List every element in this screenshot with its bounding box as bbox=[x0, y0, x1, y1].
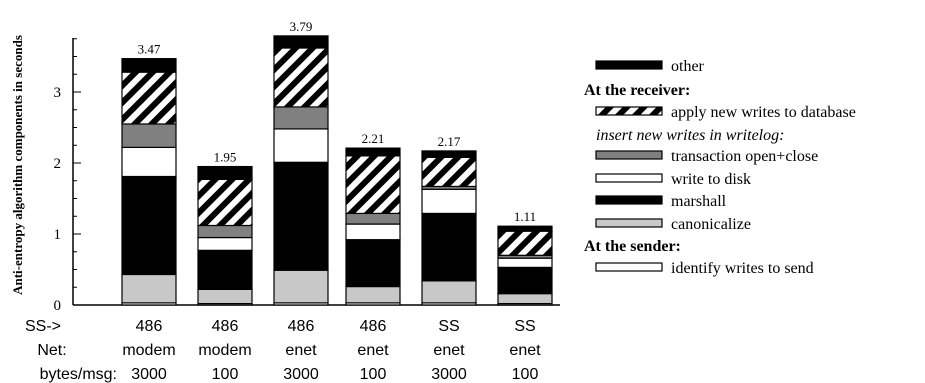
bar-group: 1.95 bbox=[197, 150, 253, 306]
bar-segment-other bbox=[345, 147, 401, 157]
bar-total-label: 3.79 bbox=[290, 19, 313, 34]
legend-swatch-canonicalize bbox=[595, 218, 663, 228]
category-label-bytes: 3000 bbox=[431, 366, 467, 383]
legend-label-transaction: transaction open+close bbox=[671, 148, 818, 165]
legend-swatch-transaction bbox=[595, 150, 663, 160]
bar-segment-apply bbox=[121, 71, 177, 125]
bar-segment-canonicalize bbox=[121, 273, 177, 304]
bar-segment-write bbox=[345, 223, 401, 241]
bar-segment-apply bbox=[421, 156, 477, 188]
category-label-net: modem bbox=[122, 342, 175, 359]
bar-segment-marshall bbox=[421, 212, 477, 282]
row-label-net: Net: bbox=[37, 342, 66, 359]
bar-segment-marshall bbox=[121, 175, 177, 276]
legend-swatch-marshall bbox=[595, 195, 663, 205]
bar-segment-apply bbox=[197, 178, 253, 227]
bar-segment-apply bbox=[345, 155, 401, 215]
category-label-ss: 486 bbox=[212, 318, 239, 335]
category-label-net: modem bbox=[198, 342, 251, 359]
legend-label-other: other bbox=[671, 58, 705, 75]
bar-segment-canonicalize bbox=[497, 293, 553, 305]
legend-swatch-apply bbox=[595, 106, 663, 116]
y-tick-label: 1 bbox=[54, 227, 62, 243]
category-label-net: enet bbox=[285, 342, 317, 359]
bar-segment-write bbox=[421, 188, 477, 215]
legend-swatch-write bbox=[595, 173, 663, 183]
bar-segment-apply bbox=[497, 230, 553, 256]
bar-group: 2.17 bbox=[421, 134, 477, 306]
bar-segment-other bbox=[273, 35, 329, 49]
bar-group: 2.21 bbox=[345, 131, 401, 306]
legend-swatch-identify bbox=[595, 262, 663, 272]
y-tick-label: 3 bbox=[54, 85, 62, 101]
bar-segment-apply bbox=[273, 47, 329, 108]
bar-total-label: 3.47 bbox=[138, 42, 161, 57]
bar-segment-other bbox=[121, 58, 177, 73]
legend-label-write: write to disk bbox=[671, 171, 751, 188]
legend-heading: At the receiver: bbox=[584, 82, 690, 99]
bar-segment-marshall bbox=[273, 161, 329, 271]
bar-segment-write bbox=[273, 128, 329, 163]
bars-layer: 3.47 1.95 3.79 2.21 2.17 1.11 bbox=[121, 19, 553, 306]
legend-subheading: insert new writes in writelog: bbox=[596, 127, 784, 144]
bar-segment-transaction bbox=[273, 106, 329, 130]
legend-swatch-other bbox=[595, 60, 663, 70]
legend-heading: At the sender: bbox=[584, 238, 681, 255]
y-tick-label: 2 bbox=[54, 156, 62, 172]
category-label-bytes: 100 bbox=[512, 366, 539, 383]
bar-group: 3.79 bbox=[273, 19, 329, 306]
category-label-ss: SS bbox=[438, 318, 459, 335]
bar-segment-canonicalize bbox=[345, 285, 401, 304]
bar-segment-write bbox=[121, 146, 177, 178]
bar-segment-transaction bbox=[345, 212, 401, 225]
category-label-net: enet bbox=[357, 342, 389, 359]
bar-segment-transaction bbox=[121, 123, 177, 148]
category-label-bytes: 3000 bbox=[283, 366, 319, 383]
category-label-ss: 486 bbox=[136, 318, 163, 335]
category-label-net: enet bbox=[433, 342, 465, 359]
y-tick-label: 0 bbox=[54, 298, 62, 314]
category-label-net: enet bbox=[509, 342, 541, 359]
bar-segment-other bbox=[497, 225, 553, 232]
category-label-ss: 486 bbox=[288, 318, 315, 335]
bar-total-label: 2.17 bbox=[438, 134, 461, 149]
category-label-bytes: 100 bbox=[212, 366, 239, 383]
bar-group: 1.11 bbox=[497, 209, 553, 306]
bar-segment-marshall bbox=[197, 249, 253, 290]
legend-label-apply: apply new writes to database bbox=[671, 104, 856, 121]
category-labels: SS-> Net: bytes/msg: 486 modem 3000 486 modem 10… bbox=[25, 318, 541, 383]
legend-label-canonicalize: canonicalize bbox=[671, 216, 751, 233]
y-axis-label: Anti-entropy algorithm components in sec… bbox=[10, 35, 25, 295]
bar-segment-other bbox=[197, 165, 253, 180]
row-label-ss: SS-> bbox=[25, 318, 61, 335]
bar-segment-canonicalize bbox=[421, 280, 477, 304]
bar-total-label: 2.21 bbox=[362, 131, 385, 146]
bar-total-label: 1.95 bbox=[214, 150, 237, 165]
category-label-bytes: 100 bbox=[360, 366, 387, 383]
bar-segment-transaction bbox=[197, 224, 253, 239]
bar-segment-marshall bbox=[497, 266, 553, 295]
bar-segment-write bbox=[497, 257, 553, 268]
bar-segment-canonicalize bbox=[197, 288, 253, 305]
bar-segment-other bbox=[421, 150, 477, 158]
bar-group: 3.47 bbox=[121, 42, 177, 306]
bar-segment-marshall bbox=[345, 239, 401, 288]
bar-total-label: 1.11 bbox=[514, 209, 536, 224]
category-label-bytes: 3000 bbox=[131, 366, 167, 383]
category-label-ss: SS bbox=[514, 318, 535, 335]
legend: other At the receiver: apply new writes to… bbox=[584, 58, 856, 277]
legend-label-identify: identify writes to send bbox=[671, 260, 814, 277]
bar-segment-write bbox=[197, 236, 253, 251]
category-label-ss: 486 bbox=[360, 318, 387, 335]
row-label-bytes: bytes/msg: bbox=[40, 366, 117, 383]
legend-label-marshall: marshall bbox=[671, 193, 727, 210]
bar-segment-canonicalize bbox=[273, 269, 329, 304]
